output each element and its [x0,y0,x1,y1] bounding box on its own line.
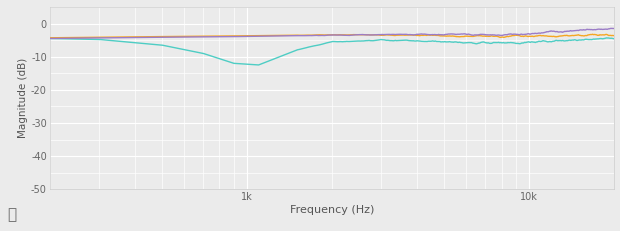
Text: ⌕: ⌕ [7,207,17,222]
X-axis label: Frequency (Hz): Frequency (Hz) [290,205,374,215]
Y-axis label: Magnitude (dB): Magnitude (dB) [18,58,28,138]
